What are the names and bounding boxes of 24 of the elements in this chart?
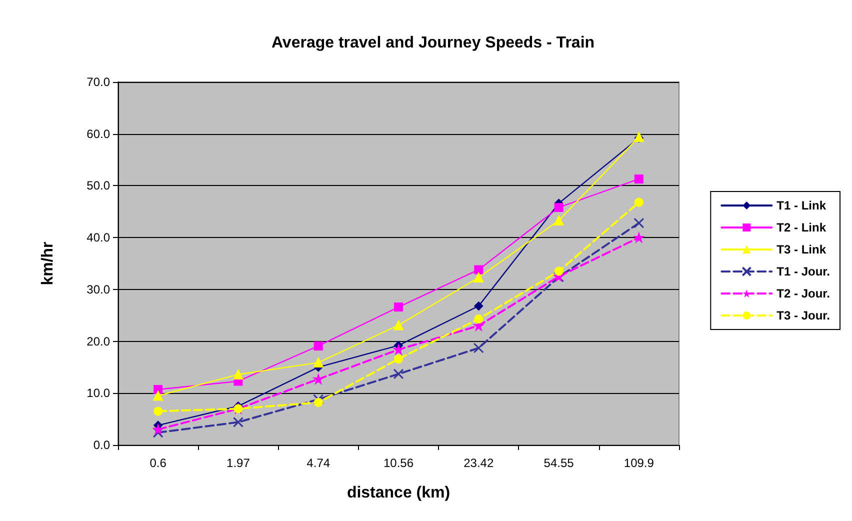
x-tick-label: 4.74: [306, 456, 330, 470]
y-tick-label: 10.0: [86, 386, 110, 400]
y-tick-label: 30.0: [86, 282, 110, 296]
x-tick-label: 1.97: [226, 456, 250, 470]
x-tick-label: 0.6: [150, 456, 167, 470]
x-tick-label: 23.42: [464, 456, 494, 470]
y-tick-label: 60.0: [86, 126, 110, 141]
y-tick-label: 20.0: [86, 334, 110, 348]
y-tick-label: 70.0: [86, 75, 110, 89]
legend-label: T3 - Link: [776, 242, 826, 256]
x-tick-label: 54.55: [544, 456, 574, 470]
legend-label: T1 - Link: [776, 198, 826, 212]
x-tick-label: 10.56: [383, 456, 414, 470]
y-axis-title: km/hr: [40, 242, 56, 286]
legend-label: T1 - Jour.: [776, 264, 830, 278]
y-tick-label: 40.0: [86, 230, 110, 245]
legend-label: T2 - Jour.: [776, 286, 830, 300]
y-tick-label: 0.0: [93, 438, 110, 452]
x-axis-title: distance (km): [346, 484, 450, 502]
legend-label: T3 - Jour.: [776, 308, 830, 322]
chart-title: Average travel and Journey Speeds - Train: [271, 34, 595, 52]
legend-label: T2 - Link: [776, 220, 826, 234]
x-tick-label: 109.9: [624, 456, 654, 470]
y-tick-label: 50.0: [86, 178, 110, 193]
